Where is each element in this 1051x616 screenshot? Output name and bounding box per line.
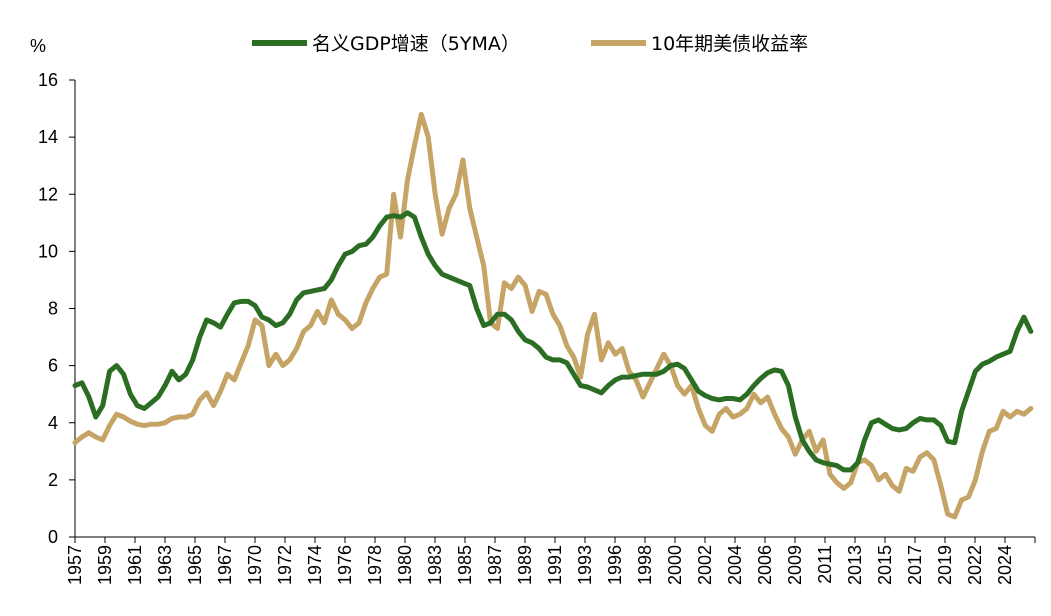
x-tick-label: 1985 [455,545,475,585]
x-tick-label: 2024 [995,545,1015,585]
legend-entry-treasury: 10年期美债收益率 [591,33,808,55]
x-tick-label: 2004 [725,545,745,585]
plot-area [72,111,1034,520]
y-tick-label: 16 [38,70,58,90]
x-tick-label: 2000 [665,545,685,585]
x-tick-label: 2002 [695,545,715,585]
series-line-treasury [72,111,1034,520]
y-tick-label: 4 [48,413,58,433]
x-tick-label: 2015 [875,545,895,585]
x-tick-label: 2019 [935,545,955,585]
x-tick-label: 1963 [155,545,175,585]
x-axis: 1957 1959 1961 1963 1965 1967 1970 1972 1974 1976… [65,536,1036,585]
x-tick-label: 1967 [215,545,235,585]
y-tick-label: 14 [38,127,58,147]
x-tick-label: 1961 [125,545,145,585]
x-tick-label: 2017 [905,545,925,585]
legend-label-treasury: 10年期美债收益率 [651,33,808,55]
x-tick-label: 1972 [275,545,295,585]
x-tick-label: 1978 [365,545,385,585]
x-tick-label: 2011 [815,545,835,584]
y-axis-unit-label: % [30,36,46,56]
x-tick-label: 1957 [65,545,85,585]
legend-entry-gdp: 名义GDP增速（5YMA） [252,33,520,55]
x-tick-label: 1998 [635,545,655,585]
series-line-gdp [72,210,1034,473]
x-tick-label: 1983 [425,545,445,585]
x-tick-label: 2022 [965,545,985,585]
y-tick-label: 8 [48,299,58,319]
x-tick-label: 1993 [575,545,595,585]
x-tick-label: 1991 [545,545,565,585]
x-tick-label: 1959 [95,545,115,585]
x-tick-label: 1996 [605,545,625,585]
x-tick-label: 1976 [335,545,355,585]
x-tick-label: 1989 [515,545,535,585]
legend: 名义GDP增速（5YMA） 10年期美债收益率 [252,33,808,55]
y-tick-label: 12 [38,184,58,204]
x-tick-label: 2009 [785,545,805,585]
x-tick-label: 2006 [755,545,775,585]
x-tick-label: 2013 [845,545,865,585]
x-tick-label: 1970 [245,545,265,585]
legend-label-gdp: 名义GDP增速（5YMA） [312,33,520,55]
x-tick-label: 1980 [395,545,415,585]
y-tick-label: 10 [38,241,58,261]
x-tick-label: 1987 [485,545,505,585]
x-tick-label: 1965 [185,545,205,585]
y-tick-label: 6 [48,356,58,376]
y-axis: 0 2 4 6 8 10 12 14 16 [38,70,76,547]
y-tick-label: 2 [48,470,58,490]
y-tick-label: 0 [48,527,58,547]
x-tick-label: 1974 [305,545,325,585]
